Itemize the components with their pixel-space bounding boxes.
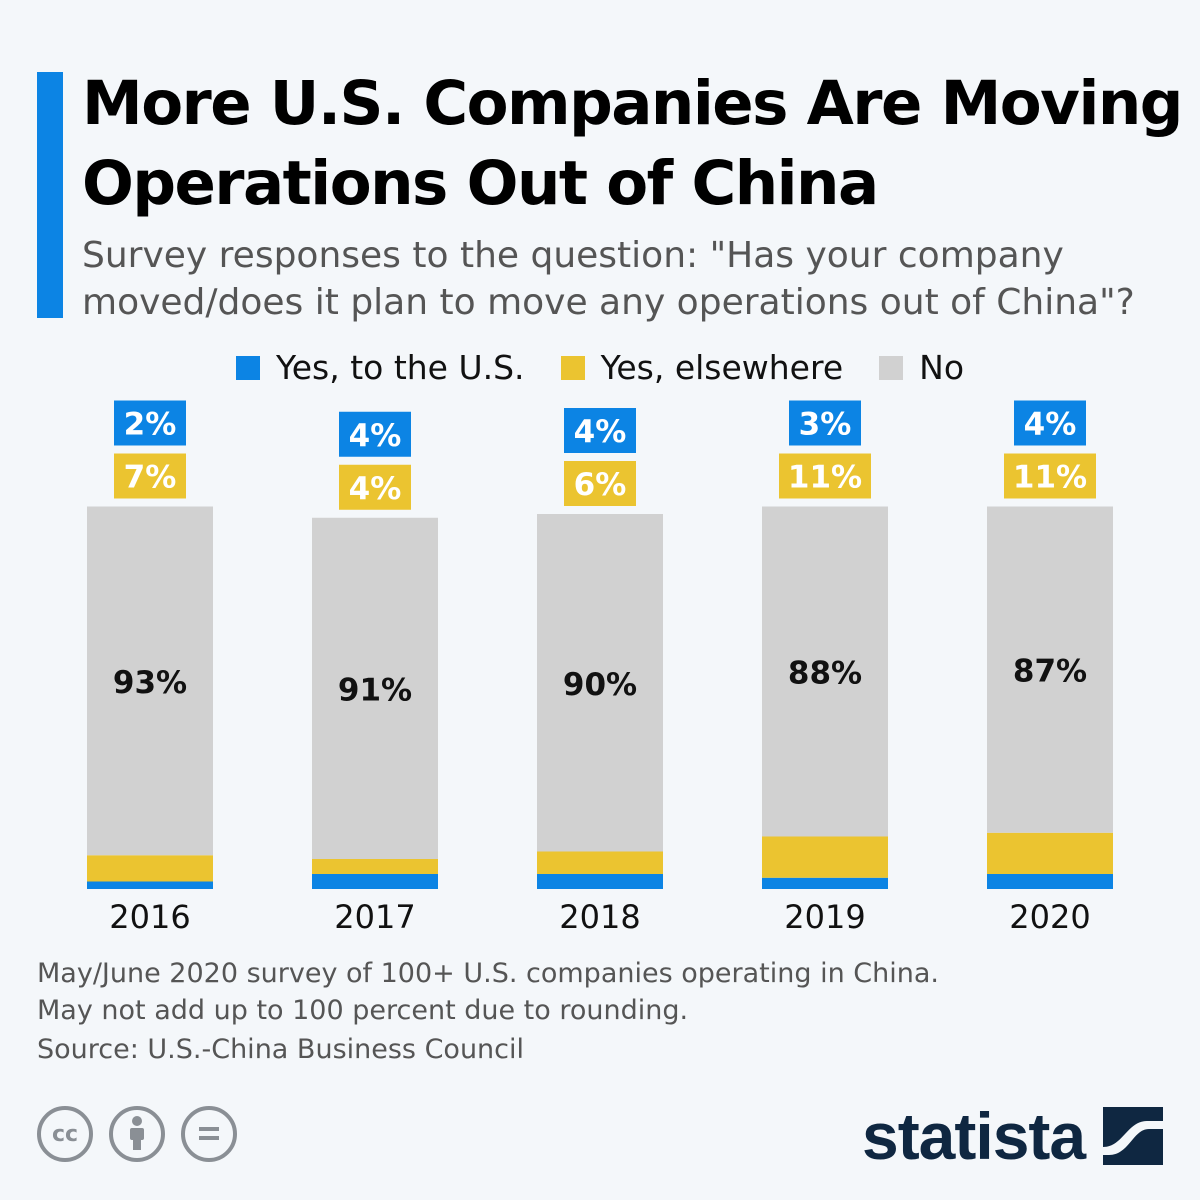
footnote-line: May not add up to 100 percent due to rou… (37, 995, 689, 1026)
data-label-box-elsewhere (114, 453, 186, 499)
legend-item-us: Yes, to the U.S. (235, 348, 525, 387)
legend-item-elsewhere: Yes, elsewhere (560, 348, 844, 387)
data-label-box-elsewhere (779, 453, 871, 499)
data-label-us: 2% (124, 407, 177, 443)
legend-label: Yes, elsewhere (600, 348, 844, 387)
data-label-box-us (789, 400, 861, 446)
data-label-box-elsewhere (1004, 453, 1096, 499)
data-label-no: 93% (113, 665, 187, 701)
bar-segment-no (537, 514, 663, 852)
legend-label: No (919, 348, 965, 387)
x-tick-label: 2019 (784, 898, 865, 936)
data-label-box-us (339, 411, 411, 457)
bar-group-2020: 87% 11% 4% 2020 (987, 400, 1113, 936)
data-label-no: 87% (1013, 654, 1087, 690)
source: Source: U.S.-China Business Council (37, 1034, 525, 1065)
bar-segment-elsewhere (312, 859, 438, 874)
data-label-us: 4% (349, 418, 402, 454)
data-label-box-us (564, 408, 636, 453)
data-label-elsewhere: 11% (1013, 460, 1087, 496)
data-label-no: 90% (563, 667, 637, 703)
bar-segment-us (987, 874, 1113, 889)
subtitle: Survey responses to the question: "Has y… (82, 235, 1135, 323)
x-tick-label: 2017 (334, 898, 415, 936)
x-tick-label: 2020 (1009, 898, 1090, 936)
legend: Yes, to the U.S. Yes, elsewhere No (0, 348, 1200, 387)
bar-segment-us (87, 881, 213, 889)
data-label-no: 91% (338, 672, 412, 708)
data-label-elsewhere: 7% (124, 460, 177, 496)
data-label-box-elsewhere (564, 461, 636, 506)
legend-swatch (879, 355, 904, 380)
x-tick-label: 2016 (109, 898, 190, 936)
data-label-elsewhere: 6% (574, 467, 627, 503)
legend-label: Yes, to the U.S. (275, 348, 525, 387)
statista-logo[interactable]: statista (862, 1098, 1164, 1174)
title-accent-bar (37, 72, 63, 318)
bar-segment-us (312, 874, 438, 889)
page-title: More U.S. Companies Are Moving Operation… (82, 68, 1183, 219)
x-tick-label: 2018 (559, 898, 640, 936)
legend-swatch (560, 355, 585, 380)
bar-segment-elsewhere (537, 851, 663, 874)
bar-group-2017: 91% 4% 4% 2017 (312, 411, 438, 936)
footnote-line: May/June 2020 survey of 100+ U.S. compan… (37, 958, 939, 989)
attribution-icon[interactable] (109, 1106, 165, 1162)
data-label-no: 88% (788, 656, 862, 692)
bar-group-2018: 90% 6% 4% 2018 (537, 408, 663, 936)
bar-segment-elsewhere (87, 855, 213, 882)
bar-segment-elsewhere (987, 832, 1113, 874)
data-label-elsewhere: 4% (349, 471, 402, 507)
bar-segment-no (987, 506, 1113, 833)
no-derivatives-icon[interactable] (181, 1106, 237, 1162)
logo-text: statista (862, 1099, 1086, 1173)
footnote: May/June 2020 survey of 100+ U.S. compan… (37, 955, 939, 1029)
bar-segment-us (537, 874, 663, 889)
data-label-us: 4% (574, 414, 627, 450)
bar-segment-no (312, 517, 438, 859)
data-label-box-us (114, 400, 186, 446)
bar-segment-elsewhere (762, 836, 888, 878)
bar-group-2016: 93% 7% 2% 2016 (87, 400, 213, 936)
data-label-elsewhere: 11% (788, 460, 862, 496)
data-label-us: 4% (1024, 407, 1077, 443)
bar-segment-no (762, 506, 888, 837)
cc-icon[interactable]: cc (37, 1106, 93, 1162)
data-label-box-us (1014, 400, 1086, 446)
bar-segment-us (762, 877, 888, 889)
statista-logo-icon (1103, 1107, 1164, 1165)
bar-segment-no (87, 506, 213, 856)
legend-item-no: No (879, 348, 964, 387)
data-label-us: 3% (799, 407, 852, 443)
bar-group-2019: 88% 11% 3% 2019 (762, 400, 888, 936)
legend-swatch (235, 355, 260, 380)
data-label-box-elsewhere (339, 464, 411, 510)
